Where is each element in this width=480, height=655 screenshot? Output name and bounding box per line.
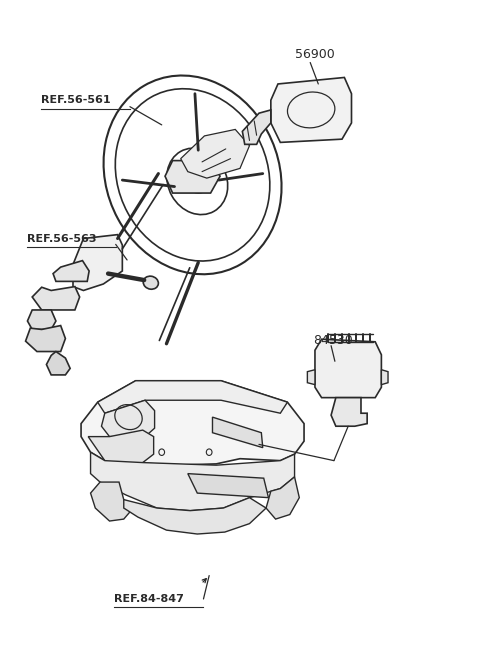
Polygon shape (307, 369, 315, 384)
Polygon shape (91, 482, 133, 521)
Polygon shape (180, 130, 250, 178)
Polygon shape (188, 474, 268, 498)
Polygon shape (91, 452, 295, 511)
Text: 56900: 56900 (295, 48, 334, 61)
Polygon shape (382, 369, 388, 384)
Polygon shape (165, 160, 220, 193)
Ellipse shape (167, 148, 228, 215)
Polygon shape (73, 234, 122, 290)
Ellipse shape (115, 88, 270, 261)
Polygon shape (242, 110, 271, 144)
Polygon shape (213, 417, 263, 447)
Ellipse shape (184, 163, 210, 193)
Polygon shape (315, 339, 382, 398)
Polygon shape (266, 477, 300, 519)
Polygon shape (27, 310, 56, 329)
Polygon shape (88, 430, 154, 467)
Text: REF.56-561: REF.56-561 (41, 96, 110, 105)
Polygon shape (97, 381, 288, 413)
Text: REF.84-847: REF.84-847 (114, 593, 184, 603)
Polygon shape (331, 398, 367, 426)
Polygon shape (101, 400, 155, 437)
Polygon shape (32, 287, 80, 310)
Polygon shape (47, 352, 70, 375)
Polygon shape (124, 498, 266, 534)
Polygon shape (81, 381, 304, 465)
Polygon shape (271, 77, 351, 142)
Text: REF.56-563: REF.56-563 (26, 234, 96, 244)
Ellipse shape (143, 276, 158, 290)
Polygon shape (25, 326, 65, 352)
Polygon shape (53, 261, 89, 282)
Text: 84530: 84530 (313, 334, 353, 346)
